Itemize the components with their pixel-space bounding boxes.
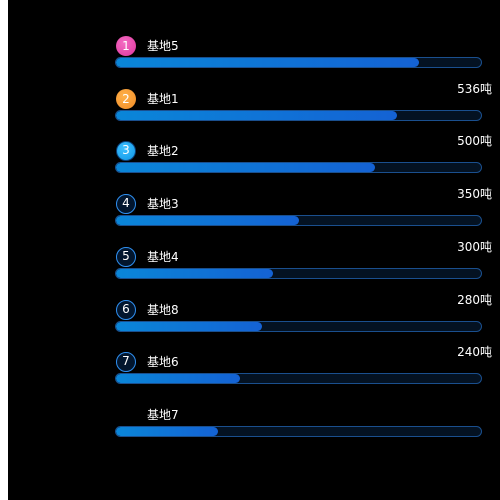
bar-row: 5 基地4 300吨 <box>8 240 500 287</box>
bar-label: 基地4 <box>147 250 179 264</box>
rank-badge: 2 <box>116 89 136 109</box>
bar-row: 6 基地8 280吨 <box>8 293 500 340</box>
bar-value-label: 240吨 <box>457 345 492 359</box>
rank-badge: 7 <box>116 352 136 372</box>
ranking-panel: 1 基地5 2 基地1 536吨 3 基地2 500吨 4 基地3 350吨 5 基地4 300吨 6 基地8… <box>8 0 500 500</box>
bar-value-label: 300吨 <box>457 240 492 254</box>
bar-label: 基地5 <box>147 39 179 53</box>
bar-fill <box>116 374 241 383</box>
rank-badge: 6 <box>116 300 136 320</box>
bar-fill <box>116 269 273 278</box>
bar-track <box>115 426 482 437</box>
bar-fill <box>116 427 219 436</box>
bar-track <box>115 162 482 173</box>
bar-label: 基地2 <box>147 144 179 158</box>
bar-value-label: 536吨 <box>457 82 492 96</box>
bar-track <box>115 268 482 279</box>
bar-label: 基地1 <box>147 92 179 106</box>
bar-track <box>115 215 482 226</box>
rank-badge: 3 <box>116 141 136 161</box>
bar-track <box>115 373 482 384</box>
bar-row: 7 基地6 240吨 <box>8 345 500 392</box>
rank-badge: 4 <box>116 194 136 214</box>
bar-label: 基地7 <box>147 408 179 422</box>
bar-row: 基地7 <box>8 405 500 445</box>
bar-row: 1 基地5 <box>8 36 500 76</box>
bar-value-label: 350吨 <box>457 187 492 201</box>
rank-badge: 5 <box>116 247 136 267</box>
bar-fill <box>116 111 398 120</box>
bar-label: 基地6 <box>147 355 179 369</box>
bar-track <box>115 110 482 121</box>
bar-value-label: 500吨 <box>457 134 492 148</box>
bar-row: 2 基地1 536吨 <box>8 82 500 129</box>
bar-track <box>115 321 482 332</box>
bar-row: 4 基地3 350吨 <box>8 187 500 234</box>
bar-label: 基地8 <box>147 303 179 317</box>
bar-fill <box>116 322 262 331</box>
bar-fill <box>116 58 419 67</box>
bar-row: 3 基地2 500吨 <box>8 134 500 181</box>
bar-label: 基地3 <box>147 197 179 211</box>
bar-value-label: 280吨 <box>457 293 492 307</box>
rank-badge: 1 <box>116 36 136 56</box>
bar-fill <box>116 163 376 172</box>
bar-track <box>115 57 482 68</box>
bar-fill <box>116 216 299 225</box>
